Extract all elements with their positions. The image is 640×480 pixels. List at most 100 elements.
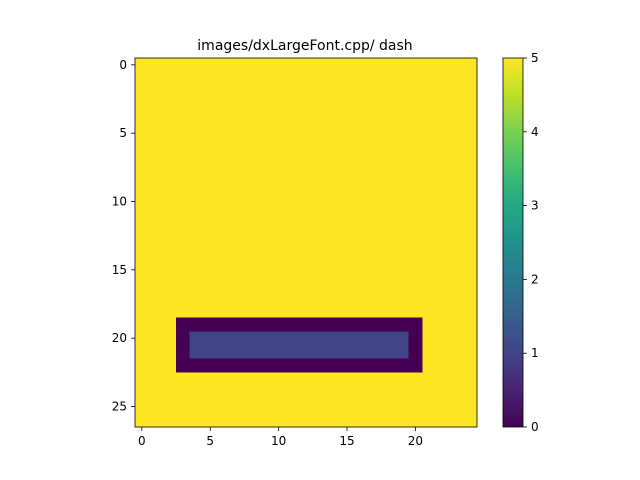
heatmap-cell bbox=[463, 317, 478, 332]
heatmap-cell bbox=[285, 71, 300, 86]
heatmap-cell bbox=[217, 167, 232, 182]
heatmap-cell bbox=[353, 372, 369, 387]
heatmap-cell bbox=[312, 276, 328, 291]
heatmap-cell bbox=[162, 358, 177, 373]
heatmap-cell bbox=[312, 112, 328, 127]
x-tick-label: 5 bbox=[206, 434, 214, 448]
heatmap-cell bbox=[176, 167, 191, 182]
heatmap-cell bbox=[381, 112, 396, 127]
heatmap-cell bbox=[203, 208, 218, 223]
heatmap-cell bbox=[367, 194, 382, 209]
heatmap-cell bbox=[394, 358, 410, 373]
heatmap-cell bbox=[135, 167, 150, 182]
heatmap-cell bbox=[449, 358, 464, 373]
heatmap-cell bbox=[312, 208, 328, 223]
heatmap-cell bbox=[353, 222, 369, 237]
heatmap-cell bbox=[422, 181, 437, 196]
heatmap-cell bbox=[463, 58, 478, 73]
heatmap-cell bbox=[326, 235, 341, 250]
heatmap-cell bbox=[449, 222, 464, 237]
heatmap-cell bbox=[162, 263, 177, 278]
heatmap-cell bbox=[463, 358, 478, 373]
heatmap-cell bbox=[299, 153, 314, 168]
heatmap-cell bbox=[326, 304, 341, 319]
heatmap-cell bbox=[148, 317, 163, 332]
heatmap-cell bbox=[408, 331, 423, 346]
heatmap-cell bbox=[381, 399, 396, 414]
heatmap-cell bbox=[299, 304, 314, 319]
heatmap-cell bbox=[299, 208, 314, 223]
heatmap-cell bbox=[463, 304, 478, 319]
heatmap-cell bbox=[230, 99, 246, 114]
heatmap-cell bbox=[435, 126, 451, 141]
heatmap-cell bbox=[176, 372, 191, 387]
heatmap-cell bbox=[135, 345, 150, 360]
heatmap-cell bbox=[135, 358, 150, 373]
x-tick-label: 20 bbox=[408, 434, 423, 448]
heatmap-cell bbox=[285, 304, 300, 319]
heatmap-cell bbox=[381, 71, 396, 86]
heatmap-cell bbox=[148, 140, 163, 155]
heatmap-cell bbox=[394, 263, 410, 278]
heatmap-cell bbox=[340, 71, 355, 86]
heatmap-cell bbox=[353, 276, 369, 291]
heatmap-cell bbox=[340, 372, 355, 387]
heatmap-cell bbox=[217, 249, 232, 264]
heatmap-cell bbox=[230, 290, 246, 305]
heatmap-cell bbox=[394, 71, 410, 86]
heatmap-cell bbox=[176, 317, 191, 332]
heatmap-cell bbox=[435, 372, 451, 387]
heatmap-cell bbox=[326, 167, 341, 182]
heatmap-cell bbox=[189, 167, 204, 182]
heatmap-cell bbox=[394, 208, 410, 223]
heatmap-cell bbox=[326, 290, 341, 305]
heatmap-cell bbox=[203, 317, 218, 332]
heatmap-cell bbox=[381, 290, 396, 305]
heatmap-cell bbox=[299, 399, 314, 414]
heatmap-cell bbox=[367, 358, 382, 373]
heatmap-cell bbox=[230, 399, 246, 414]
heatmap-cell bbox=[367, 399, 382, 414]
heatmap-cell bbox=[299, 140, 314, 155]
heatmap-cell bbox=[312, 140, 328, 155]
heatmap-cell bbox=[258, 317, 273, 332]
heatmap-cell bbox=[312, 167, 328, 182]
heatmap-cell bbox=[135, 372, 150, 387]
heatmap-cell bbox=[435, 249, 451, 264]
heatmap-cell bbox=[176, 208, 191, 223]
heatmap-cell bbox=[449, 276, 464, 291]
heatmap-cell bbox=[176, 386, 191, 401]
heatmap-cell bbox=[435, 263, 451, 278]
heatmap-cell bbox=[230, 249, 246, 264]
heatmap-cell bbox=[312, 85, 328, 100]
heatmap-cell bbox=[435, 167, 451, 182]
heatmap-cell bbox=[353, 399, 369, 414]
heatmap-cell bbox=[271, 112, 287, 127]
heatmap-cell bbox=[381, 181, 396, 196]
heatmap-cell bbox=[367, 140, 382, 155]
heatmap-cell bbox=[340, 386, 355, 401]
heatmap-cell bbox=[244, 194, 259, 209]
heatmap-cell bbox=[203, 235, 218, 250]
heatmap-cell bbox=[299, 372, 314, 387]
heatmap-cell bbox=[244, 345, 259, 360]
heatmap-cell bbox=[326, 194, 341, 209]
colorbar-ticks: 0 1 2 3 4 5 bbox=[523, 51, 539, 434]
heatmap-cell bbox=[271, 276, 287, 291]
heatmap-cell bbox=[463, 85, 478, 100]
heatmap-cell bbox=[449, 126, 464, 141]
heatmap-cell bbox=[312, 399, 328, 414]
heatmap-cell bbox=[312, 317, 328, 332]
heatmap-cell bbox=[312, 331, 328, 346]
heatmap-cell bbox=[148, 167, 163, 182]
heatmap-cell bbox=[463, 386, 478, 401]
heatmap-cell bbox=[312, 71, 328, 86]
heatmap-cell bbox=[422, 386, 437, 401]
heatmap-cell bbox=[408, 345, 423, 360]
heatmap-cell bbox=[203, 222, 218, 237]
x-axis: 0 5 10 15 20 bbox=[138, 427, 423, 448]
heatmap-cell bbox=[217, 386, 232, 401]
heatmap-cell bbox=[217, 276, 232, 291]
heatmap-cell bbox=[271, 413, 287, 428]
heatmap-cell bbox=[449, 181, 464, 196]
